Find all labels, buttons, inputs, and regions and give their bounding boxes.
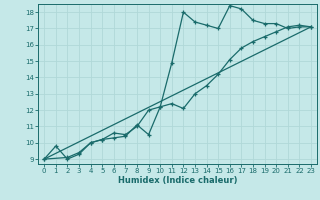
X-axis label: Humidex (Indice chaleur): Humidex (Indice chaleur): [118, 176, 237, 185]
